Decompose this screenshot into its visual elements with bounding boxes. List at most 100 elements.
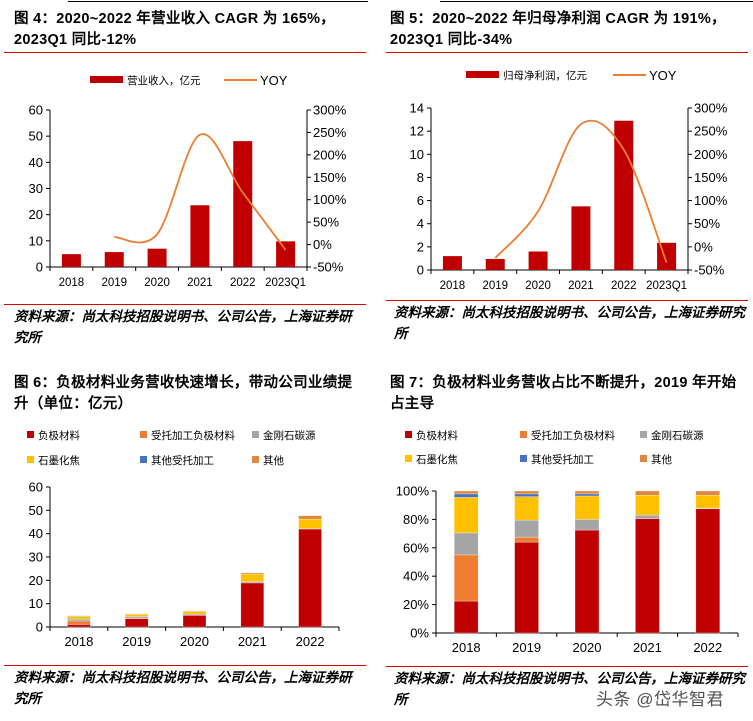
stacked-segment xyxy=(514,519,539,538)
legend-label: 归母净利润，亿元 xyxy=(503,69,587,82)
y-tick-label: 4 xyxy=(417,216,424,231)
y-tick-label: 0 xyxy=(417,263,424,278)
x-tick-label: 2023Q1 xyxy=(646,280,687,292)
source-rule xyxy=(386,666,748,667)
bar xyxy=(233,141,253,267)
fig4-title: 图 4：2020~2022 年营业收入 CAGR 为 165%，2023Q1 同… xyxy=(14,11,336,48)
legend-swatch xyxy=(252,456,259,463)
x-tick-label: 2019 xyxy=(101,277,127,289)
title-rule xyxy=(386,52,748,53)
legend-swatch xyxy=(640,455,647,462)
legend-label: 受托加工负极材料 xyxy=(531,429,615,442)
source-rule xyxy=(386,300,748,301)
stacked-segment xyxy=(124,613,149,617)
bar xyxy=(104,252,124,267)
stacked-segment xyxy=(695,494,721,509)
y-tick-label: 12 xyxy=(410,124,424,139)
bar xyxy=(276,241,296,267)
stacked-segment xyxy=(574,519,600,531)
y-tick-label: 8 xyxy=(417,170,424,185)
y2-tick-label: 0% xyxy=(313,237,332,252)
stacked-segment xyxy=(695,508,721,634)
bar xyxy=(190,205,210,267)
legend-label: YOY xyxy=(260,73,288,88)
y-tick-label: 0 xyxy=(36,620,43,635)
stacked-segment xyxy=(514,496,539,521)
title-rule xyxy=(4,52,366,53)
stacked-segment xyxy=(635,490,660,496)
x-tick-label: 2018 xyxy=(64,634,93,649)
legend-label: 受托加工负极材料 xyxy=(151,429,235,442)
watermark: 头条 @岱华智君 xyxy=(596,690,724,709)
y-tick-label: 14 xyxy=(410,101,424,116)
y-tick-label: 100% xyxy=(396,484,430,499)
stacked-segment xyxy=(453,600,479,634)
x-tick-label: 2022 xyxy=(230,277,256,289)
x-tick-label: 2021 xyxy=(633,640,662,655)
x-tick-label: 2020 xyxy=(180,634,209,649)
x-tick-label: 2022 xyxy=(296,634,325,649)
stacked-segment xyxy=(514,541,539,634)
source-rule xyxy=(4,304,366,305)
stacked-segment xyxy=(635,494,660,516)
y-tick-label: 30 xyxy=(29,550,43,565)
stacked-segment xyxy=(240,573,265,582)
x-tick-label: 2020 xyxy=(573,640,602,655)
y-tick-label: 60 xyxy=(29,103,43,118)
legend-swatch xyxy=(520,455,527,462)
bar xyxy=(571,206,591,270)
y-tick-label: 10 xyxy=(29,596,43,611)
stacked-segment xyxy=(298,528,322,628)
legend-label: 金刚石碳源 xyxy=(263,429,316,442)
stacked-segment xyxy=(453,554,479,602)
y-tick-label: 6 xyxy=(417,193,424,208)
legend-swatch xyxy=(640,431,647,438)
x-tick-label: 2021 xyxy=(238,634,267,649)
stacked-segment xyxy=(453,490,479,495)
legend-swatch xyxy=(520,431,527,438)
y2-tick-label: 50% xyxy=(313,215,339,230)
y2-tick-label: 100% xyxy=(694,193,728,208)
legend-label: 负极材料 xyxy=(38,429,80,442)
legend-label: 负极材料 xyxy=(416,429,458,442)
y-tick-label: 40% xyxy=(403,569,429,584)
y-tick-label: 40 xyxy=(29,526,43,541)
y2-tick-label: 300% xyxy=(313,103,347,118)
legend-swatch-bar xyxy=(466,71,499,78)
y2-tick-label: 0% xyxy=(694,239,713,254)
bar xyxy=(528,251,548,270)
legend-label: 营业收入，亿元 xyxy=(127,74,201,87)
stacked-segment xyxy=(182,611,207,615)
x-tick-label: 2019 xyxy=(482,280,508,292)
top-border xyxy=(440,1,753,2)
fig4-source: 资料来源：尚太科技招股说明书、公司公告，上海证券研究所 xyxy=(14,309,352,345)
legend-label: 石墨化焦 xyxy=(38,454,80,467)
legend-swatch xyxy=(140,456,147,463)
y-tick-label: 80% xyxy=(403,512,429,527)
y-tick-label: 20% xyxy=(403,597,429,612)
fig6-title: 图 6：负极材料业务营收快速增长，带动公司业绩提升（单位：亿元） xyxy=(14,375,353,412)
y2-tick-label: -50% xyxy=(694,263,725,278)
y2-tick-label: 50% xyxy=(694,216,720,231)
yoy-line xyxy=(114,133,287,251)
x-tick-label: 2021 xyxy=(568,280,594,292)
y2-tick-label: 200% xyxy=(313,147,347,162)
x-tick-label: 2018 xyxy=(452,640,481,655)
stacked-segment xyxy=(574,490,600,495)
y2-tick-label: 300% xyxy=(694,101,728,116)
stacked-segment xyxy=(574,493,600,497)
fig6-source: 资料来源：尚太科技招股说明书、公司公告，上海证券研究所 xyxy=(14,670,352,706)
legend-label: YOY xyxy=(649,68,677,83)
legend-swatch xyxy=(252,431,259,438)
y-tick-label: 20 xyxy=(29,207,43,222)
y-tick-label: 50 xyxy=(29,503,43,518)
y2-tick-label: 200% xyxy=(694,147,728,162)
x-tick-label: 2019 xyxy=(122,634,151,649)
stacked-segment xyxy=(298,518,322,529)
y-tick-label: 2 xyxy=(417,239,424,254)
stacked-segment xyxy=(514,493,539,497)
legend-label: 石墨化焦 xyxy=(416,453,458,466)
top-border xyxy=(68,1,368,2)
fig5-title: 图 5：2020~2022 年归母净利润 CAGR 为 191%，2023Q1 … xyxy=(390,11,726,48)
stacked-segment xyxy=(574,529,600,634)
